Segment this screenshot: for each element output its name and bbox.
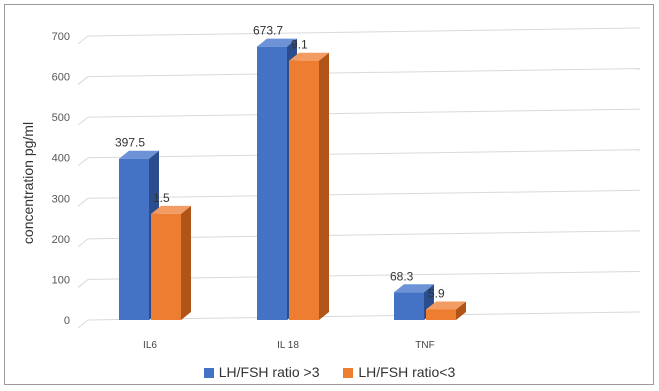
- bar: [426, 309, 456, 320]
- x-tick-label: TNF: [415, 340, 434, 351]
- legend-label-series-2: LH/FSH ratio<3: [358, 364, 456, 380]
- bar: [119, 158, 149, 320]
- bar: [289, 60, 319, 320]
- x-tick-label: IL6: [143, 340, 157, 351]
- bar-top: [119, 150, 159, 159]
- gridline-slant-700: [77, 35, 89, 45]
- gridline-slant-0: [77, 319, 89, 329]
- bar-side: [181, 205, 191, 320]
- y-tick-label: 100: [52, 274, 70, 286]
- legend-swatch-series-1: [203, 368, 214, 378]
- data-label: 673.7: [253, 24, 283, 38]
- bar-side: [456, 301, 466, 320]
- y-tick-label: 700: [52, 31, 70, 43]
- data-label: 68.3: [390, 269, 414, 283]
- y-tick-label: 400: [52, 153, 70, 165]
- gridline-300: [87, 189, 641, 199]
- y-tick-label: 0: [64, 315, 70, 327]
- data-label: 5.9: [428, 286, 445, 300]
- gridline-400: [87, 149, 641, 159]
- legend-item-series-1: LH/FSH ratio >3: [203, 364, 320, 380]
- y-tick-label: 500: [52, 112, 70, 124]
- y-axis-title: concentration pg/ml: [20, 122, 36, 244]
- y-tick-label: 200: [52, 234, 70, 246]
- chart-legend: LH/FSH ratio >3 LH/FSH ratio<3: [0, 364, 659, 380]
- gridline-slant-500: [77, 116, 89, 126]
- bar: [151, 213, 181, 320]
- gridline-slant-300: [77, 197, 89, 207]
- bar: [257, 46, 287, 320]
- gridline-slant-600: [77, 76, 89, 85]
- bar-top: [257, 38, 297, 47]
- data-label: 1.5: [153, 191, 170, 205]
- gridline-slant-100: [77, 279, 89, 288]
- gridline-slant-400: [77, 157, 89, 167]
- bar-top: [151, 205, 191, 214]
- bar-top: [289, 52, 329, 61]
- data-label: 397.5: [115, 136, 145, 150]
- y-tick-label: 300: [52, 193, 70, 205]
- legend-swatch-series-2: [343, 368, 354, 378]
- gridline-700: [87, 27, 641, 37]
- data-label: 9.1: [291, 38, 308, 52]
- y-tick-label: 600: [52, 72, 70, 84]
- bar-top: [426, 301, 466, 310]
- bar: [394, 292, 424, 320]
- x-tick-label: IL 18: [277, 340, 299, 351]
- legend-item-series-2: LH/FSH ratio<3: [343, 364, 455, 380]
- legend-label-series-1: LH/FSH ratio >3: [218, 364, 320, 380]
- bar-top: [394, 284, 434, 293]
- gridline-600: [87, 68, 641, 78]
- bar-side: [319, 52, 329, 320]
- gridline-slant-200: [77, 238, 89, 248]
- gridline-500: [87, 108, 641, 118]
